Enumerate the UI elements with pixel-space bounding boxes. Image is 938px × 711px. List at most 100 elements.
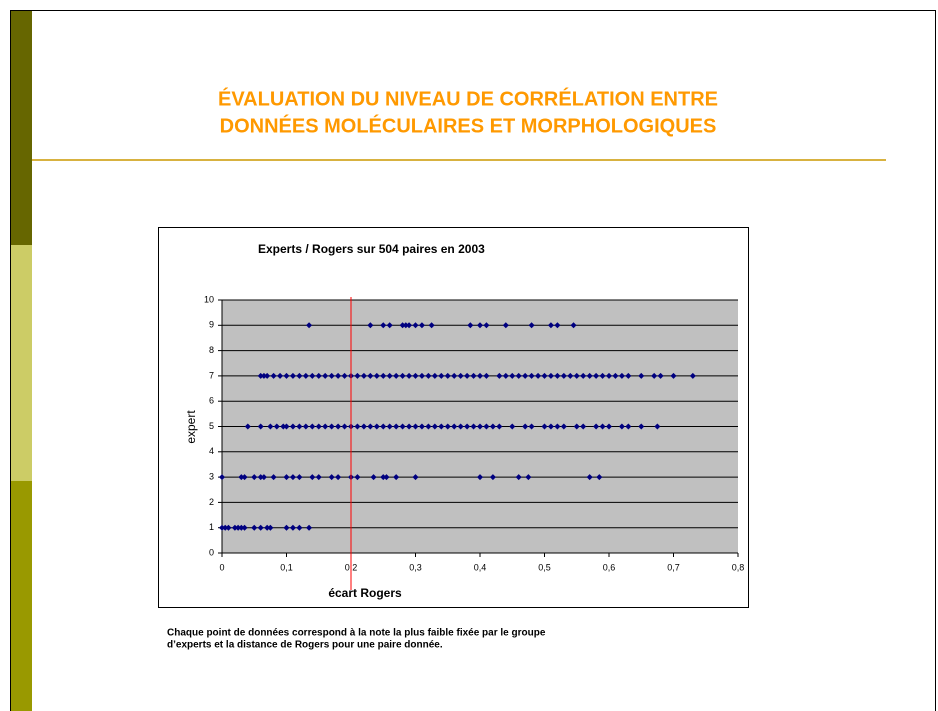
side-bar bbox=[11, 245, 32, 481]
chart-title: Experts / Rogers sur 504 paires en 2003 bbox=[258, 242, 485, 256]
point bbox=[380, 423, 387, 430]
point bbox=[467, 322, 474, 329]
point bbox=[515, 474, 522, 481]
point bbox=[367, 372, 374, 379]
point bbox=[528, 423, 535, 430]
point bbox=[502, 322, 509, 329]
point bbox=[657, 372, 664, 379]
x-tick-label: 0,6 bbox=[603, 562, 616, 572]
x-tick-label: 0,7 bbox=[667, 562, 680, 572]
x-tick-label: 0 bbox=[219, 562, 224, 572]
point bbox=[412, 372, 419, 379]
point bbox=[464, 423, 471, 430]
point bbox=[586, 372, 593, 379]
point bbox=[625, 423, 632, 430]
point bbox=[612, 372, 619, 379]
x-tick-label: 0,8 bbox=[732, 562, 745, 572]
point bbox=[402, 322, 409, 329]
point bbox=[418, 322, 425, 329]
y-tick-label: 3 bbox=[209, 471, 214, 481]
point bbox=[515, 372, 522, 379]
point bbox=[483, 322, 490, 329]
point bbox=[399, 423, 406, 430]
point bbox=[522, 423, 529, 430]
point bbox=[547, 423, 554, 430]
x-axis-label: écart Rogers bbox=[328, 586, 402, 600]
point bbox=[554, 423, 561, 430]
point bbox=[251, 474, 258, 481]
point bbox=[328, 474, 335, 481]
point bbox=[267, 423, 274, 430]
point bbox=[496, 372, 503, 379]
y-axis-label: expert bbox=[184, 410, 198, 444]
point bbox=[412, 423, 419, 430]
point bbox=[335, 423, 342, 430]
point bbox=[606, 372, 612, 379]
point bbox=[567, 372, 574, 379]
point bbox=[360, 372, 367, 379]
point bbox=[573, 372, 580, 379]
point bbox=[483, 372, 490, 379]
point bbox=[306, 524, 313, 531]
point bbox=[425, 372, 432, 379]
point bbox=[399, 322, 406, 329]
point bbox=[257, 474, 264, 481]
point bbox=[554, 372, 561, 379]
point bbox=[418, 423, 425, 430]
point bbox=[373, 372, 380, 379]
point bbox=[496, 423, 503, 430]
point bbox=[547, 372, 554, 379]
point bbox=[593, 372, 600, 379]
point bbox=[406, 423, 413, 430]
y-tick-label: 8 bbox=[209, 345, 214, 355]
x-tick-label: 0,5 bbox=[538, 562, 551, 572]
point bbox=[367, 423, 374, 430]
point bbox=[219, 474, 225, 481]
point bbox=[535, 372, 542, 379]
point bbox=[383, 474, 390, 481]
point bbox=[560, 372, 567, 379]
point bbox=[328, 423, 335, 430]
x-tick-label: 0,3 bbox=[409, 562, 422, 572]
point bbox=[528, 322, 535, 329]
point bbox=[302, 423, 309, 430]
point bbox=[386, 322, 393, 329]
point bbox=[580, 423, 587, 430]
point bbox=[335, 372, 342, 379]
point bbox=[280, 423, 287, 430]
y-tick-label: 9 bbox=[209, 320, 214, 330]
point bbox=[483, 423, 490, 430]
point bbox=[606, 423, 612, 430]
point bbox=[267, 524, 274, 531]
point bbox=[638, 372, 645, 379]
point bbox=[541, 423, 548, 430]
slide-title: ÉVALUATION DU NIVEAU DE CORRÉLATION ENTR… bbox=[218, 87, 718, 110]
point bbox=[509, 423, 516, 430]
point bbox=[618, 372, 625, 379]
point bbox=[393, 372, 400, 379]
point bbox=[393, 423, 400, 430]
point bbox=[418, 372, 425, 379]
point bbox=[238, 474, 245, 481]
point bbox=[386, 372, 393, 379]
point bbox=[241, 474, 248, 481]
point bbox=[257, 423, 264, 430]
point bbox=[296, 372, 303, 379]
point bbox=[238, 524, 245, 531]
point bbox=[651, 372, 658, 379]
point bbox=[289, 474, 296, 481]
point bbox=[264, 372, 271, 379]
point bbox=[599, 423, 606, 430]
point bbox=[444, 372, 451, 379]
slide-title: DONNÉES MOLÉCULAIRES ET MORPHOLOGIQUES bbox=[220, 114, 717, 137]
point bbox=[306, 322, 313, 329]
point bbox=[689, 372, 696, 379]
point bbox=[451, 423, 458, 430]
point bbox=[315, 423, 322, 430]
point bbox=[373, 423, 380, 430]
point bbox=[341, 423, 348, 430]
point bbox=[225, 524, 232, 531]
point bbox=[654, 423, 661, 430]
point bbox=[257, 372, 264, 379]
point bbox=[412, 322, 419, 329]
